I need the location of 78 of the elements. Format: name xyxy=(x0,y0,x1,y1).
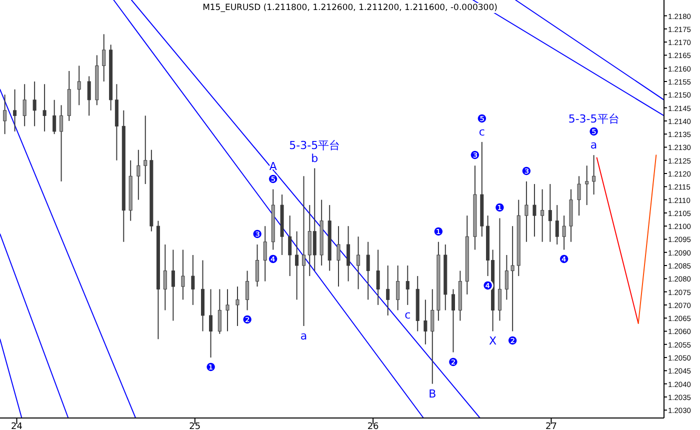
annotation: ❸ xyxy=(522,164,532,178)
candlestick xyxy=(256,244,260,288)
candlestick xyxy=(548,184,552,242)
annotation: 5-3-5平台 xyxy=(568,112,620,126)
candlestick xyxy=(218,288,222,334)
annotation: ❷ xyxy=(448,356,458,369)
candlestick xyxy=(524,180,528,242)
candlestick xyxy=(406,265,410,306)
annotation: b xyxy=(311,152,318,165)
candlestick xyxy=(209,288,213,358)
x-tick-label: 25 xyxy=(189,422,201,430)
annotation: A xyxy=(269,160,278,173)
annotation: B xyxy=(428,387,436,400)
candlestick xyxy=(532,184,536,238)
annotation: ❺ xyxy=(476,112,487,126)
candlestick xyxy=(236,286,240,326)
candlestick xyxy=(32,80,36,127)
candlestick xyxy=(356,236,360,290)
candlestick xyxy=(60,104,64,182)
x-tick-label: 26 xyxy=(367,422,380,430)
candlestick xyxy=(302,176,306,326)
candlestick xyxy=(3,94,7,135)
candlestick xyxy=(246,270,250,311)
candlestick xyxy=(136,149,140,200)
candlestick xyxy=(510,226,514,332)
annotation: ❷ xyxy=(242,314,252,327)
chart-title: M15_EURUSD (1.211800, 1.212600, 1.211200, 1.211600, -0.000300) xyxy=(202,3,498,13)
annotation: a xyxy=(590,138,598,152)
candlestick xyxy=(540,188,544,242)
candlestick xyxy=(346,226,350,282)
candlestick xyxy=(577,176,581,216)
candlestick xyxy=(295,230,299,300)
annotation: X xyxy=(489,334,498,348)
candlestick xyxy=(424,299,428,345)
candlestick xyxy=(430,288,434,384)
candlestick xyxy=(504,254,508,300)
candlestick xyxy=(181,249,185,300)
candlestick xyxy=(52,99,56,135)
candlestick xyxy=(451,288,455,353)
annotation: ❺ xyxy=(588,126,599,139)
x-tick-label: 24 xyxy=(11,422,23,430)
annotation: ❸ xyxy=(252,228,262,241)
candlestick xyxy=(102,34,106,82)
candlestick xyxy=(288,215,292,277)
annotation: ❹ xyxy=(559,253,570,266)
candlestick xyxy=(498,218,502,322)
candlestick xyxy=(336,226,340,288)
annotation: 5-3-5平台 xyxy=(289,138,340,152)
candlestick xyxy=(163,244,167,311)
candlestick xyxy=(263,226,267,282)
candlestick xyxy=(585,165,589,206)
x-tick-label: 27 xyxy=(546,422,557,430)
candlestick xyxy=(226,288,230,332)
candlestick xyxy=(396,265,400,311)
annotation: a xyxy=(300,329,308,342)
annotation: c xyxy=(404,308,411,322)
candlestick xyxy=(376,249,380,306)
annotation: ❶ xyxy=(494,202,505,215)
candlestick xyxy=(77,65,81,106)
candlestick xyxy=(555,204,559,245)
candlestick xyxy=(87,76,91,116)
annotation: ❺ xyxy=(268,172,278,186)
candlestick xyxy=(592,154,596,196)
candlestick xyxy=(386,265,390,316)
annotation: ❹ xyxy=(268,253,278,266)
annotation: ❶ xyxy=(434,225,444,238)
candlestick xyxy=(13,88,17,132)
annotation: ❸ xyxy=(470,149,480,162)
candlestick xyxy=(22,84,26,127)
candlestick xyxy=(42,84,46,132)
candlestick xyxy=(144,115,148,185)
annotation: ❶ xyxy=(206,361,216,374)
candlestick xyxy=(191,254,195,306)
annotation: ❷ xyxy=(508,334,518,348)
candlestick xyxy=(171,249,175,322)
candlestick xyxy=(562,215,566,250)
annotation: c xyxy=(478,125,485,138)
candlestick xyxy=(366,241,370,300)
